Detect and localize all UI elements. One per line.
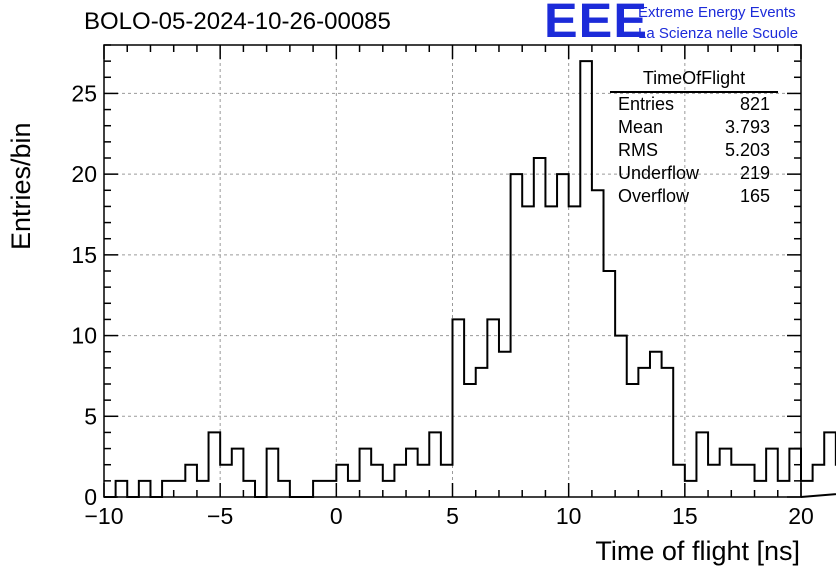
x-tick-label: −5 (207, 503, 233, 529)
stats-label: RMS (618, 140, 658, 160)
histogram-bin (418, 465, 430, 497)
histogram-bin (592, 190, 604, 497)
histogram-bin (232, 449, 244, 497)
histogram-bin (813, 465, 825, 497)
histogram-bin (139, 481, 151, 497)
stats-label: Overflow (618, 186, 690, 206)
histogram-bin (627, 384, 639, 497)
histogram-bin (801, 481, 813, 497)
run-title: BOLO-05-2024-10-26-00085 (84, 8, 391, 35)
y-tick-label: 10 (71, 323, 97, 349)
y-tick-label: 5 (84, 403, 97, 429)
histogram-bin (185, 465, 197, 497)
stats-row-underflow: Underflow 219 (610, 162, 778, 185)
histogram-bin (604, 271, 616, 497)
y-tick-labels: 0 5 10 15 20 25 (71, 80, 97, 510)
histogram-bin (557, 174, 569, 497)
histogram-bin (708, 465, 720, 497)
histogram-bin (731, 465, 743, 497)
y-tick-label: 15 (71, 242, 97, 268)
histogram-bin (476, 368, 488, 497)
stats-label: Underflow (618, 163, 700, 183)
stats-title: TimeOfFlight (610, 68, 778, 93)
histogram-bin (789, 449, 801, 497)
histogram-bin (220, 465, 232, 497)
stats-row-overflow: Overflow 165 (610, 185, 778, 208)
y-tick-label: 20 (71, 161, 97, 187)
histogram-bin (720, 449, 732, 497)
stats-value: 821 (739, 94, 770, 114)
histogram-bin (743, 465, 755, 497)
x-tick-labels: −10 −5 0 5 10 15 20 (84, 503, 813, 529)
x-axis-label: Time of flight [ns] (595, 536, 800, 566)
stats-value: 165 (739, 186, 770, 206)
histogram-bin (662, 368, 674, 497)
histogram-bin (243, 481, 255, 497)
histogram-bin (638, 368, 650, 497)
histogram-bin (348, 481, 360, 497)
y-tick-label: 0 (84, 484, 97, 510)
histogram-bin (673, 465, 685, 497)
histogram-bin (383, 481, 395, 497)
histogram-bin (441, 465, 453, 497)
histogram-bin (360, 449, 372, 497)
histogram-bin (429, 432, 441, 497)
x-tick-label: 15 (672, 503, 698, 529)
histogram-step-line (104, 60, 836, 498)
x-tick-label: 20 (788, 503, 814, 529)
histogram-bin (116, 481, 128, 497)
y-axis-label: Entries/bin (6, 122, 36, 250)
stats-row-mean: Mean 3.793 (610, 116, 778, 139)
histogram-bin (313, 481, 325, 497)
histogram-bin (824, 432, 836, 497)
histogram-bin (487, 319, 499, 497)
histogram-bin (336, 465, 348, 497)
histogram-bin (615, 336, 627, 497)
histogram-bin (522, 206, 534, 497)
histogram-bin (511, 174, 523, 497)
stats-box: TimeOfFlight Entries 821 Mean 3.793 RMS … (610, 68, 778, 208)
histogram-bin (545, 206, 557, 497)
x-tick-label: 10 (556, 503, 582, 529)
stats-label: Mean (618, 117, 664, 137)
x-tick-label: 0 (330, 503, 343, 529)
histogram-bin (278, 481, 290, 497)
stats-value: 5.203 (724, 140, 770, 160)
histogram-bin (650, 352, 662, 497)
eee-tagline-1: Extreme Energy Events (638, 4, 796, 21)
histogram-bin (534, 158, 546, 497)
histogram-bin (325, 481, 337, 497)
histogram-bin (685, 481, 697, 497)
histogram-bin (569, 206, 581, 497)
y-tick-label: 25 (71, 80, 97, 106)
histogram-bin (755, 481, 767, 497)
histogram-bin (696, 432, 708, 497)
histogram-bin (394, 465, 406, 497)
histogram-bin (766, 449, 778, 497)
histogram-bin (778, 481, 790, 497)
histogram-bin (499, 352, 511, 497)
stats-value: 3.793 (724, 117, 770, 137)
histogram-bin (406, 449, 418, 497)
stats-row-rms: RMS 5.203 (610, 139, 778, 162)
histogram-bin (267, 449, 279, 497)
x-tick-label: 5 (446, 503, 459, 529)
eee-logo: EEE (544, 0, 648, 48)
stats-value: 219 (739, 163, 770, 183)
x-tick-label: −10 (84, 503, 123, 529)
histogram-bin (174, 481, 186, 497)
stats-row-entries: Entries 821 (610, 93, 778, 116)
histogram-bin (371, 465, 383, 497)
histogram-bin (464, 384, 476, 497)
histogram-bin (197, 481, 209, 497)
histogram-bin (453, 319, 465, 497)
stats-label: Entries (618, 94, 675, 114)
histogram-bin (209, 432, 221, 497)
histogram-bin (580, 61, 592, 497)
axis-ticks (103, 44, 802, 498)
histogram-bin (162, 481, 174, 497)
eee-tagline-2: La Scienza nelle Scuole (638, 25, 799, 42)
